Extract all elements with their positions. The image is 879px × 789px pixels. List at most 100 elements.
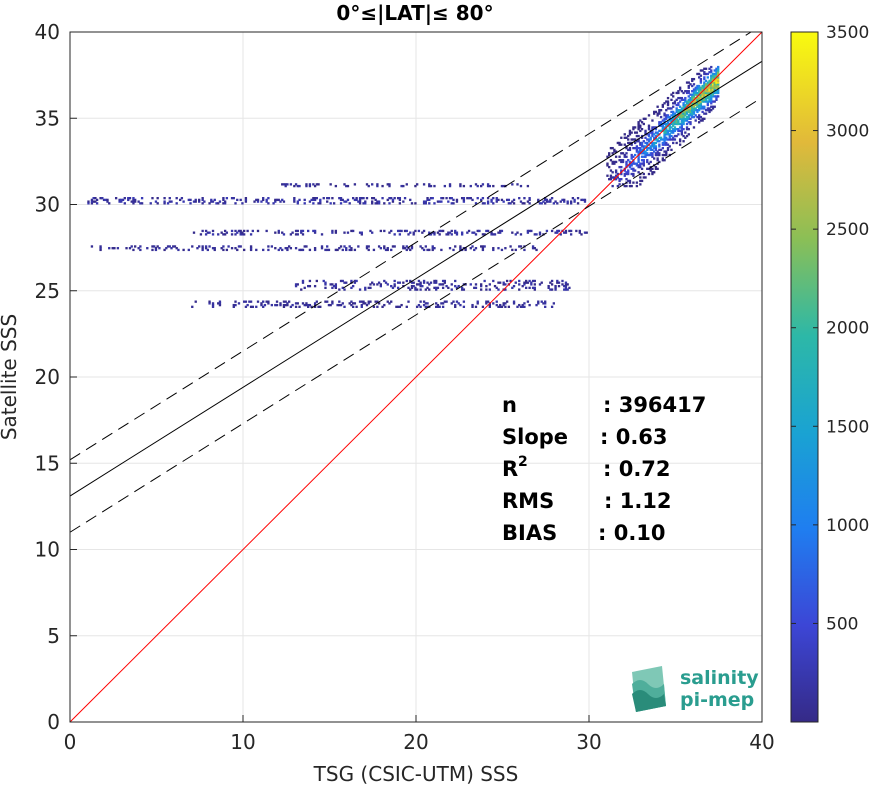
- heat-cell: [225, 248, 229, 252]
- heat-cell: [633, 153, 637, 157]
- heat-cell: [656, 150, 659, 153]
- heat-cell: [627, 172, 630, 176]
- stat-label-superscript: 2: [518, 454, 528, 470]
- heat-cell: [189, 198, 192, 202]
- heat-cell: [618, 183, 621, 186]
- y-tick-label: 40: [35, 20, 60, 44]
- heat-cell: [405, 183, 408, 186]
- heat-cell: [313, 184, 317, 188]
- heat-cell: [511, 231, 514, 234]
- heat-cell: [606, 164, 609, 167]
- heat-cell: [659, 109, 663, 112]
- heat-cell: [469, 283, 472, 286]
- heat-cell: [665, 122, 668, 126]
- heat-cell: [706, 93, 709, 96]
- heat-cell: [697, 105, 701, 108]
- heat-cell: [518, 197, 521, 200]
- heat-cell: [313, 198, 317, 202]
- heat-cell: [675, 107, 678, 110]
- heat-cell: [530, 229, 533, 233]
- heat-cell: [564, 288, 568, 291]
- heat-cell: [620, 178, 623, 181]
- stat-label: Slope: [502, 425, 568, 449]
- heat-cell: [670, 131, 673, 134]
- heat-cell: [663, 143, 666, 146]
- heat-cell: [466, 197, 469, 200]
- heat-cell: [697, 84, 701, 88]
- heat-cell: [476, 197, 479, 200]
- heat-cell: [691, 112, 694, 115]
- heat-cell: [717, 91, 720, 95]
- heat-cell: [545, 229, 549, 233]
- heat-cell: [301, 229, 305, 233]
- heat-cell: [365, 183, 369, 186]
- heat-cell: [701, 95, 704, 98]
- heat-cell: [213, 198, 216, 202]
- heat-cell: [568, 229, 571, 233]
- heat-cell: [492, 248, 495, 252]
- heat-cell: [275, 300, 279, 303]
- heat-cell: [703, 100, 706, 103]
- heat-cell: [170, 247, 173, 250]
- heat-cell: [332, 202, 336, 205]
- heat-cell: [696, 93, 699, 96]
- heat-cell: [663, 131, 666, 134]
- heat-cell: [677, 90, 680, 93]
- heat-cell: [310, 198, 313, 202]
- heat-cell: [625, 172, 628, 176]
- heat-cell: [211, 303, 215, 307]
- heat-cell: [665, 133, 668, 136]
- heat-cell: [661, 126, 664, 129]
- heat-cell: [654, 128, 658, 131]
- heat-cell: [644, 145, 647, 148]
- heat-cell: [312, 229, 315, 233]
- heat-cell: [234, 229, 237, 233]
- heat-cell: [697, 72, 701, 76]
- heat-cell: [218, 200, 222, 203]
- heat-cell: [665, 141, 668, 145]
- heat-cell: [379, 283, 382, 286]
- heat-cell: [338, 247, 341, 250]
- heat-cell: [329, 202, 332, 205]
- heat-cell: [421, 231, 424, 234]
- heat-cell: [500, 198, 504, 202]
- heat-cell: [358, 202, 362, 205]
- heat-cell: [706, 100, 709, 103]
- heat-cell: [710, 95, 713, 98]
- heat-cell: [632, 138, 635, 141]
- heat-cell: [703, 90, 706, 93]
- heat-cell: [697, 91, 701, 95]
- heat-cell: [557, 229, 561, 233]
- heat-cell: [633, 131, 637, 134]
- heat-cell: [191, 305, 194, 308]
- heat-cell: [277, 248, 280, 252]
- heat-cell: [469, 184, 472, 188]
- heat-cell: [357, 245, 360, 248]
- heat-cell: [637, 128, 640, 131]
- heat-cell: [639, 148, 642, 152]
- heat-cell: [630, 155, 633, 158]
- heat-cell: [291, 303, 294, 307]
- heat-cell: [390, 284, 393, 288]
- heat-cell: [294, 229, 298, 233]
- heat-cell: [429, 281, 433, 284]
- heat-cell: [512, 300, 516, 303]
- heat-cell: [372, 283, 376, 286]
- heat-cell: [514, 233, 517, 236]
- heat-cell: [315, 183, 318, 186]
- heat-cell: [362, 197, 365, 200]
- heat-cell: [640, 128, 644, 131]
- heat-cell: [357, 200, 360, 203]
- heat-cell: [341, 302, 344, 305]
- heat-cell: [322, 197, 325, 200]
- heat-cell: [440, 229, 443, 233]
- heat-cell: [308, 200, 312, 203]
- heat-cell: [450, 202, 453, 205]
- heat-cell: [151, 197, 154, 200]
- heat-cell: [367, 300, 370, 303]
- heat-cell: [274, 247, 277, 250]
- heat-cell: [241, 233, 244, 236]
- heat-cell: [326, 248, 329, 252]
- heat-cell: [670, 119, 673, 122]
- heat-cell: [661, 157, 664, 160]
